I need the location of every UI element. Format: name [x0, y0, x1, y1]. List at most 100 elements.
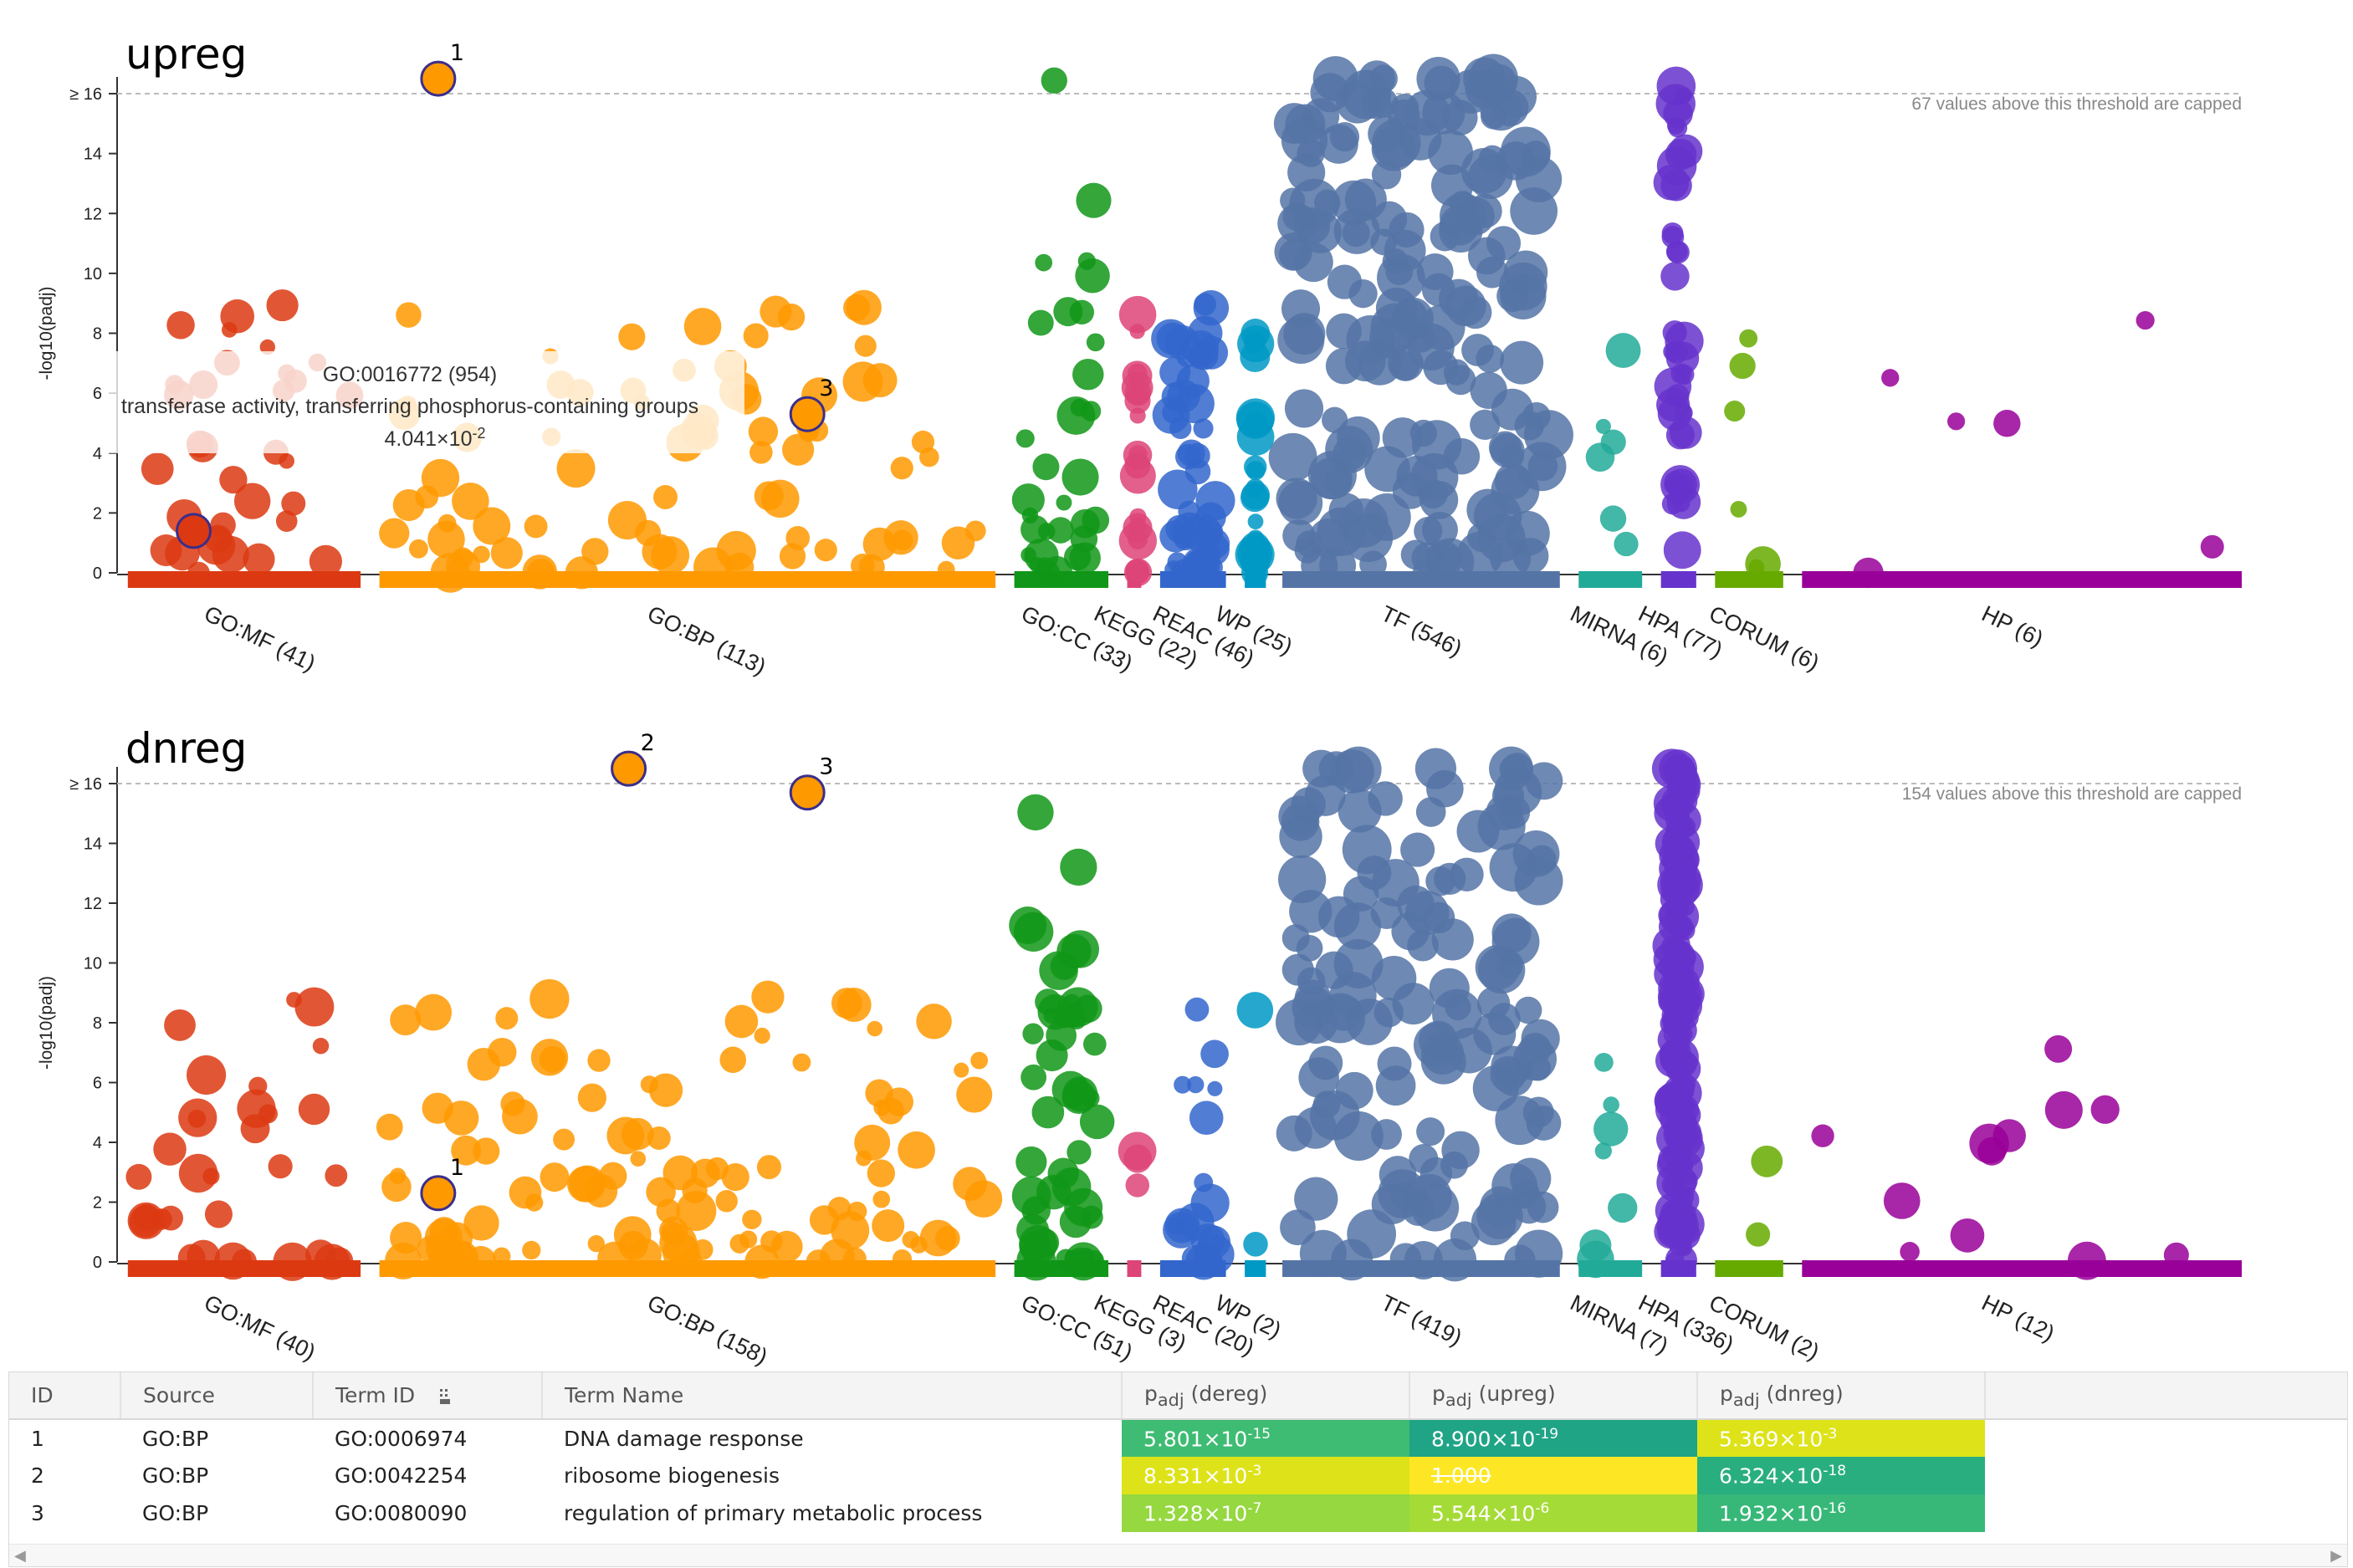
data-point[interactable]	[742, 1209, 762, 1229]
data-point[interactable]	[862, 363, 898, 398]
data-point[interactable]	[715, 1190, 738, 1213]
data-point[interactable]	[1011, 483, 1045, 517]
data-point[interactable]	[1276, 1115, 1312, 1152]
data-point[interactable]	[872, 1190, 891, 1208]
data-point[interactable]	[836, 988, 872, 1023]
data-point[interactable]	[1294, 537, 1321, 564]
data-point[interactable]	[754, 481, 784, 511]
data-point[interactable]	[1881, 369, 1900, 387]
data-point[interactable]	[1459, 295, 1492, 329]
data-point[interactable]	[1426, 769, 1464, 808]
data-point[interactable]	[1655, 1090, 1696, 1130]
data-point[interactable]	[1156, 322, 1189, 355]
data-point[interactable]	[1086, 333, 1105, 352]
data-point[interactable]	[648, 1073, 683, 1107]
data-point[interactable]	[1176, 1203, 1215, 1241]
data-point[interactable]	[1423, 350, 1459, 386]
data-point[interactable]	[1665, 755, 1692, 782]
data-point[interactable]	[2044, 1034, 2073, 1063]
data-point[interactable]	[1674, 88, 1691, 105]
data-point[interactable]	[1298, 1057, 1339, 1098]
data-point[interactable]	[1337, 416, 1380, 460]
data-point[interactable]	[1128, 445, 1148, 464]
data-point[interactable]	[1359, 550, 1387, 579]
data-point[interactable]	[1342, 825, 1392, 875]
data-point[interactable]	[1656, 1207, 1696, 1246]
data-point[interactable]	[1294, 1177, 1338, 1221]
data-point[interactable]	[390, 1004, 422, 1036]
source-bar[interactable]	[1245, 1260, 1266, 1277]
data-point[interactable]	[1013, 912, 1054, 952]
data-point[interactable]	[1488, 431, 1522, 464]
data-point[interactable]	[1608, 1193, 1638, 1223]
data-point[interactable]	[294, 987, 335, 1027]
data-point[interactable]	[540, 1162, 570, 1193]
data-point[interactable]	[1527, 1191, 1559, 1223]
data-point[interactable]	[656, 1198, 681, 1223]
data-point[interactable]	[1522, 401, 1551, 431]
data-point[interactable]	[1047, 517, 1074, 544]
data-point[interactable]	[1665, 341, 1700, 375]
data-point[interactable]	[1478, 946, 1526, 994]
data-point[interactable]	[1653, 164, 1690, 201]
data-point[interactable]	[587, 1234, 605, 1253]
data-point[interactable]	[1404, 89, 1450, 136]
data-point[interactable]	[856, 1150, 872, 1167]
data-point[interactable]	[1181, 556, 1208, 583]
data-point[interactable]	[1434, 862, 1466, 895]
data-point[interactable]	[1318, 751, 1354, 786]
data-point[interactable]	[1400, 832, 1435, 867]
data-point[interactable]	[749, 441, 773, 464]
data-point[interactable]	[851, 554, 875, 578]
data-point[interactable]	[1666, 240, 1690, 264]
data-point[interactable]	[1371, 859, 1419, 907]
data-point[interactable]	[842, 1247, 867, 1271]
data-point[interactable]	[1284, 389, 1324, 428]
data-point[interactable]	[941, 526, 975, 559]
data-point[interactable]	[1193, 418, 1214, 439]
data-point[interactable]	[898, 1131, 935, 1169]
data-point[interactable]	[954, 1062, 969, 1078]
data-point[interactable]	[1946, 412, 1966, 431]
data-point[interactable]	[884, 1087, 914, 1116]
data-point[interactable]	[1017, 794, 1054, 831]
data-point[interactable]	[1189, 517, 1212, 539]
data-point[interactable]	[309, 544, 343, 578]
data-point[interactable]	[1184, 997, 1210, 1022]
data-point[interactable]	[1500, 273, 1547, 320]
data-point[interactable]	[258, 1104, 279, 1124]
data-point[interactable]	[1368, 115, 1405, 153]
data-point[interactable]	[883, 520, 918, 555]
data-point[interactable]	[1072, 358, 1104, 391]
highlighted-point[interactable]	[789, 396, 826, 432]
data-point[interactable]	[1056, 494, 1072, 511]
data-point[interactable]	[1029, 557, 1045, 573]
source-bar[interactable]	[1127, 1260, 1142, 1277]
data-point[interactable]	[587, 1049, 611, 1072]
data-point[interactable]	[1660, 1045, 1689, 1075]
data-point[interactable]	[556, 449, 596, 488]
horizontal-scrollbar[interactable]: ◀ ▶	[9, 1544, 2347, 1566]
data-point[interactable]	[530, 1039, 569, 1076]
data-point[interactable]	[1416, 56, 1460, 101]
table-row[interactable]: 3 GO:BP GO:0080090 regulation of primary me…	[9, 1494, 2347, 1532]
data-point[interactable]	[1969, 1123, 2009, 1164]
data-point[interactable]	[1243, 1232, 1268, 1257]
data-point[interactable]	[719, 1046, 747, 1074]
data-point[interactable]	[577, 1083, 606, 1112]
data-point[interactable]	[427, 520, 465, 559]
data-point[interactable]	[495, 1007, 519, 1030]
data-point[interactable]	[166, 310, 195, 340]
data-point[interactable]	[2044, 1090, 2083, 1129]
data-point[interactable]	[890, 457, 913, 480]
data-point[interactable]	[529, 978, 570, 1019]
data-point[interactable]	[273, 1242, 312, 1281]
data-point[interactable]	[1404, 1240, 1443, 1280]
data-point[interactable]	[970, 1051, 989, 1070]
data-point[interactable]	[467, 1047, 501, 1081]
source-bar[interactable]	[127, 571, 361, 588]
data-point[interactable]	[2136, 310, 2155, 330]
data-point[interactable]	[1594, 1142, 1612, 1160]
data-point[interactable]	[1392, 983, 1435, 1025]
data-point[interactable]	[1470, 371, 1507, 410]
